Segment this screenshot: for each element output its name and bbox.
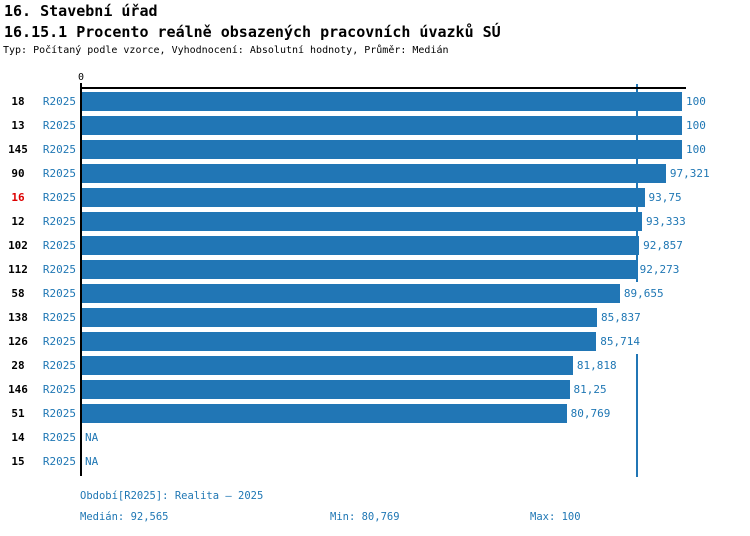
bar xyxy=(82,380,570,399)
period-label: R2025 xyxy=(42,166,76,180)
period-label: R2025 xyxy=(42,214,76,228)
chart-row: 146 R2025 81,25 xyxy=(0,377,750,402)
category-label: 14 xyxy=(11,430,25,444)
chart-row: 112 R2025 92,273 xyxy=(0,257,750,282)
value-label: 92,857 xyxy=(642,233,684,258)
footer-median: Medián: 92,565 xyxy=(80,511,169,523)
category-label: 12 xyxy=(11,214,25,228)
bar xyxy=(82,116,682,135)
value-label: 100 xyxy=(685,137,707,162)
chart-row: 90 R2025 97,321 xyxy=(0,161,750,186)
period-label: R2025 xyxy=(42,238,76,252)
chart-row: 15 R2025 NA xyxy=(0,450,750,474)
bar xyxy=(82,92,682,111)
bar xyxy=(82,140,682,159)
bar xyxy=(82,404,567,423)
bar xyxy=(82,212,642,231)
period-label: R2025 xyxy=(42,334,76,348)
category-label: 145 xyxy=(8,142,28,156)
value-label: 100 xyxy=(685,89,707,114)
value-label: 81,818 xyxy=(575,353,618,378)
category-label: 16 xyxy=(11,190,25,204)
chart-row: 102 R2025 92,857 xyxy=(0,233,750,258)
na-label: NA xyxy=(85,430,99,444)
value-label: 80,769 xyxy=(569,401,612,426)
category-label: 28 xyxy=(11,358,25,372)
category-label: 102 xyxy=(8,238,28,252)
value-label: 100 xyxy=(685,113,707,138)
value-label: 92,273 xyxy=(638,257,681,282)
period-label: R2025 xyxy=(42,358,76,372)
bar xyxy=(82,164,666,183)
report-section-title: 16. Stavební úřad xyxy=(4,2,158,20)
period-label: R2025 xyxy=(42,430,76,444)
bar xyxy=(82,188,645,207)
category-label: 58 xyxy=(11,286,25,300)
footer-min: Min: 80,769 xyxy=(330,511,400,523)
category-label: 126 xyxy=(8,334,28,348)
category-label: 18 xyxy=(11,94,25,108)
chart-row: 12 R2025 93,333 xyxy=(0,209,750,234)
period-label: R2025 xyxy=(42,118,76,132)
period-label: R2025 xyxy=(42,142,76,156)
chart-row: 58 R2025 89,655 xyxy=(0,281,750,306)
value-label: 93,75 xyxy=(647,185,683,210)
value-label: 89,655 xyxy=(622,281,665,306)
chart-row: 51 R2025 80,769 xyxy=(0,401,750,426)
axis-origin-label: 0 xyxy=(77,72,85,83)
median-line xyxy=(636,84,639,477)
bar xyxy=(82,356,573,375)
period-label: R2025 xyxy=(42,94,76,108)
chart-row: 138 R2025 85,837 xyxy=(0,305,750,330)
bar xyxy=(82,284,620,303)
value-label: 81,25 xyxy=(572,377,608,402)
chart-row: 16 R2025 93,75 xyxy=(0,185,750,210)
footer-period: Období[R2025]: Realita – 2025 xyxy=(80,490,264,502)
category-label: 51 xyxy=(11,406,25,420)
bar xyxy=(82,308,598,327)
bar xyxy=(82,236,640,255)
chart-row: 28 R2025 81,818 xyxy=(0,353,750,378)
footer-max: Max: 100 xyxy=(530,511,581,523)
y-axis-line xyxy=(80,83,82,476)
value-label: 93,333 xyxy=(644,209,687,234)
chart-subtitle: Typ: Počítaný podle vzorce, Vyhodnocení:… xyxy=(3,45,449,56)
value-label: 97,321 xyxy=(668,161,711,186)
category-label: 138 xyxy=(8,310,28,324)
period-label: R2025 xyxy=(42,310,76,324)
chart-row: 145 R2025 100 xyxy=(0,137,750,162)
bar xyxy=(82,332,597,351)
chart-row: 18 R2025 100 xyxy=(0,89,750,114)
bar xyxy=(82,260,636,279)
chart-row: 126 R2025 85,714 xyxy=(0,329,750,354)
na-label: NA xyxy=(85,454,99,468)
period-label: R2025 xyxy=(42,454,76,468)
category-label: 112 xyxy=(8,262,28,276)
value-label: 85,837 xyxy=(600,305,642,330)
category-label: 13 xyxy=(11,118,25,132)
period-label: R2025 xyxy=(42,190,76,204)
period-label: R2025 xyxy=(42,406,76,420)
top-axis-line xyxy=(80,87,686,89)
period-label: R2025 xyxy=(42,262,76,276)
chart-title: 16.15.1 Procento reálně obsazených praco… xyxy=(4,23,501,41)
period-label: R2025 xyxy=(42,286,76,300)
value-label: 85,714 xyxy=(599,329,642,354)
category-label: 146 xyxy=(8,382,28,396)
chart-row: 13 R2025 100 xyxy=(0,113,750,138)
period-label: R2025 xyxy=(42,382,76,396)
chart-row: 14 R2025 NA xyxy=(0,426,750,450)
category-label: 15 xyxy=(11,454,25,468)
category-label: 90 xyxy=(11,166,25,180)
